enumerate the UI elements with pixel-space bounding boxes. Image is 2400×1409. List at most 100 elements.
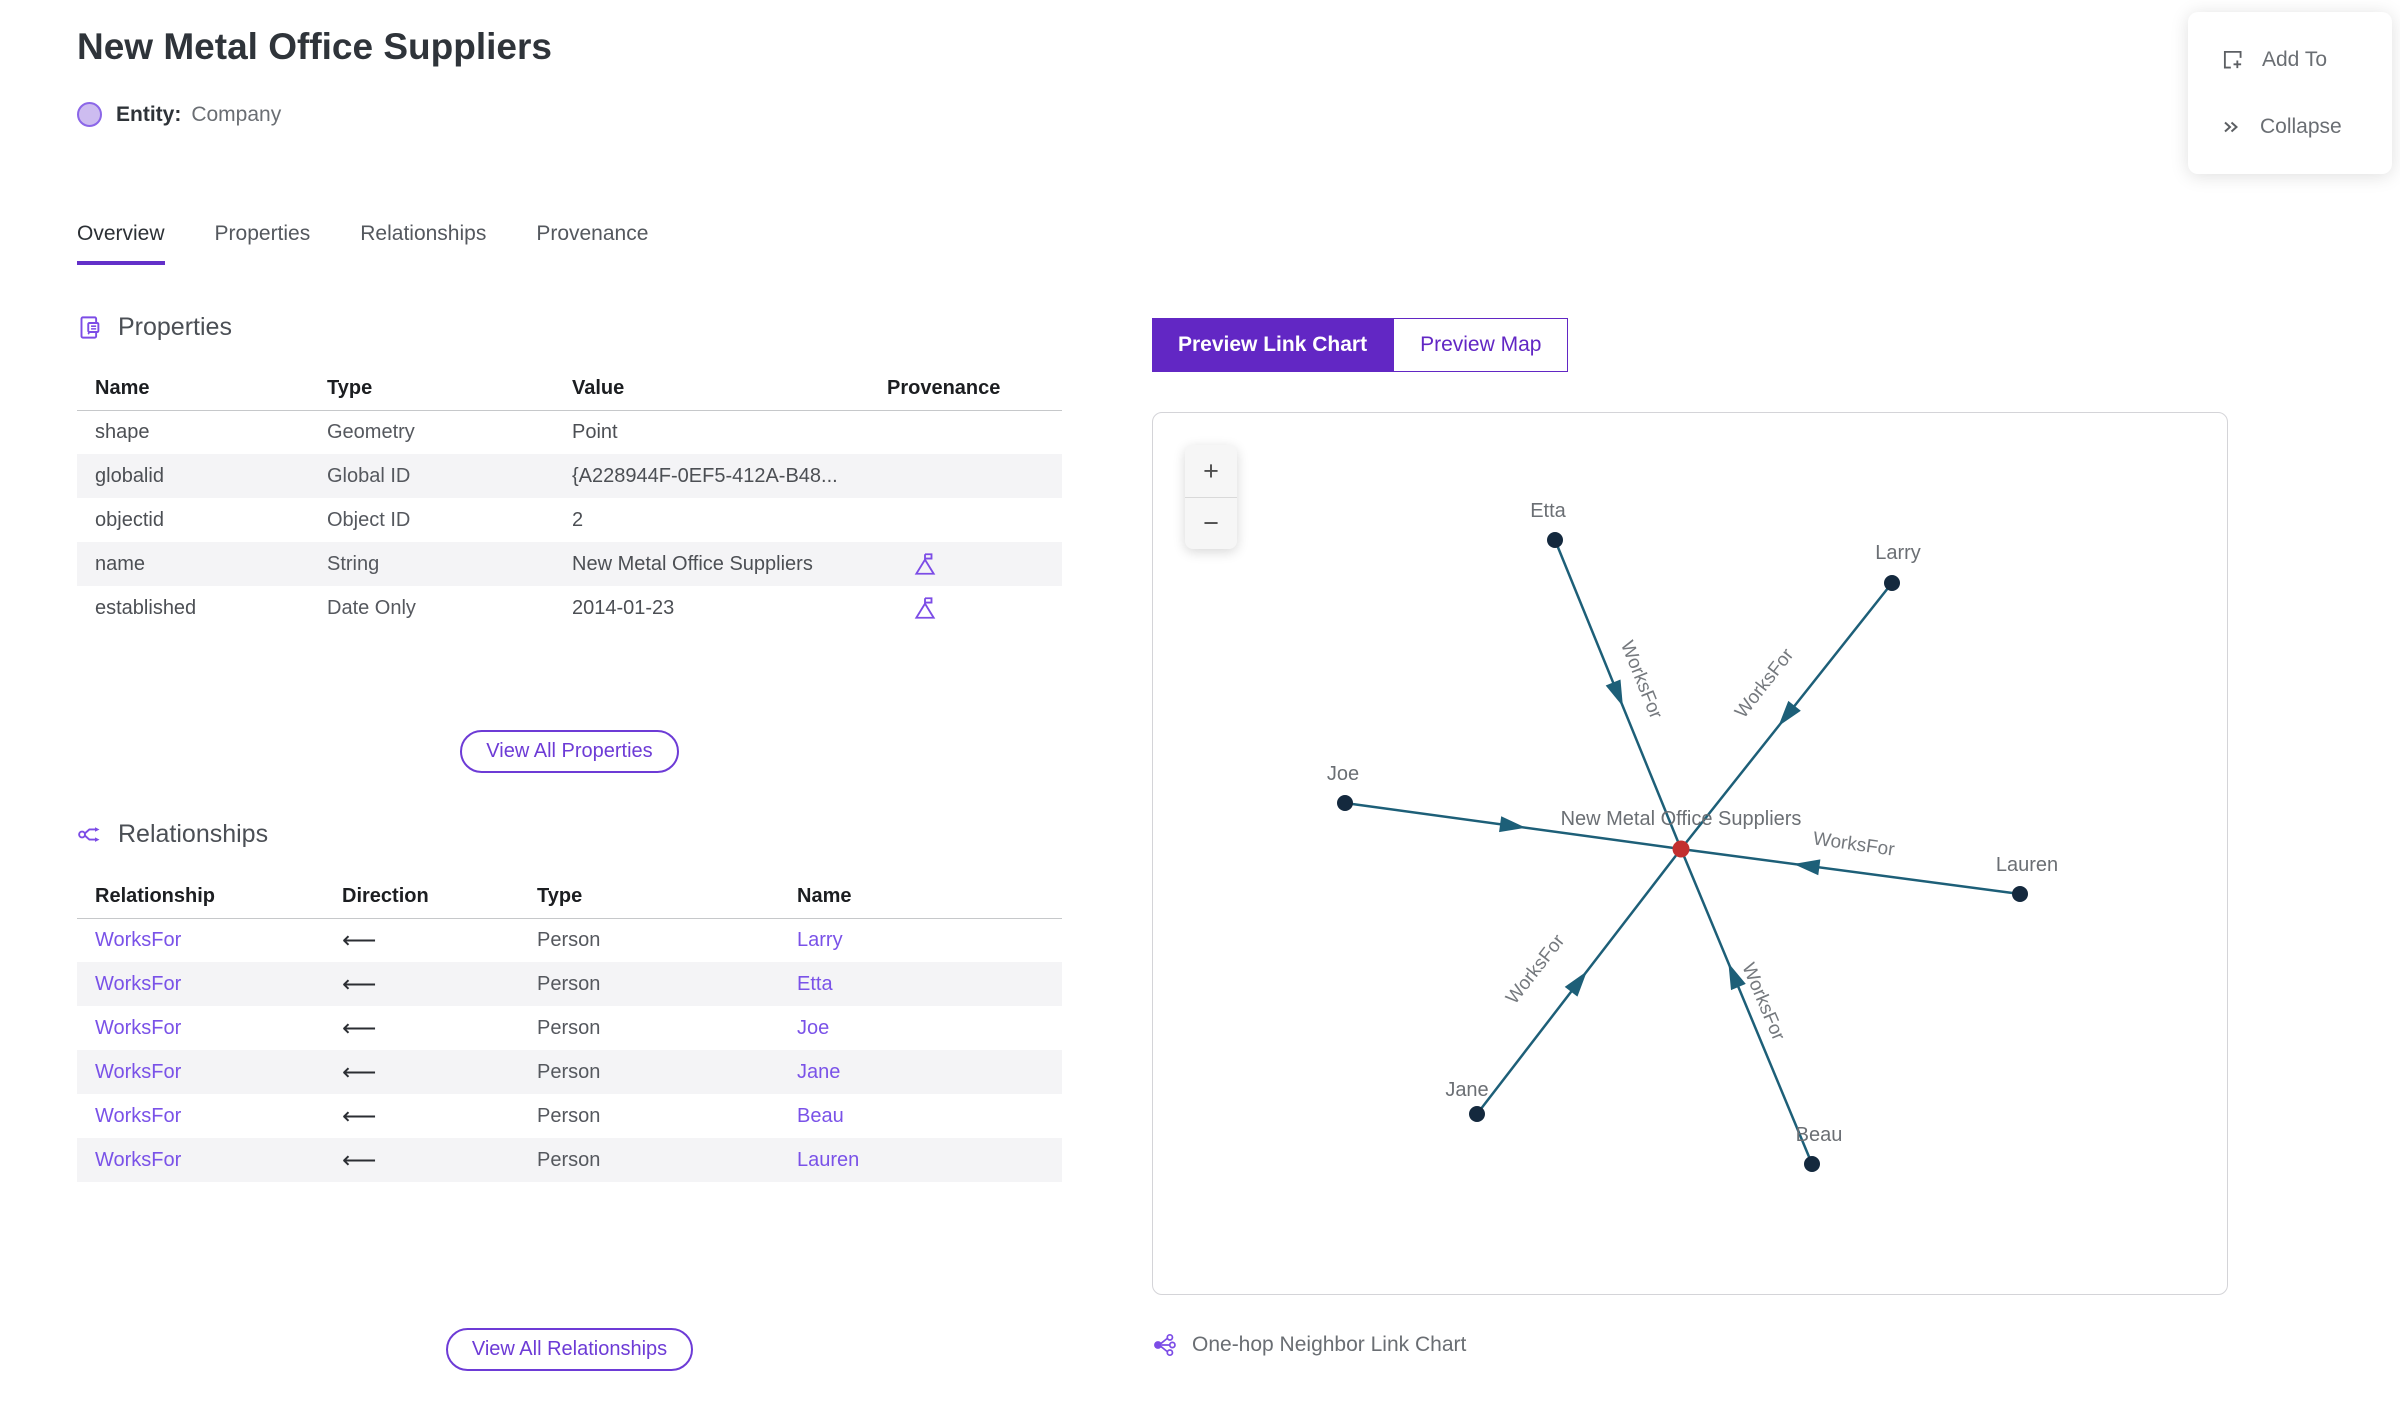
- rel-name-link[interactable]: Joe: [797, 1016, 830, 1039]
- preview-map-button[interactable]: Preview Map: [1393, 318, 1569, 372]
- link-chart-node[interactable]: [1337, 795, 1353, 811]
- tab-overview[interactable]: Overview: [77, 222, 165, 265]
- node-label: Jane: [1445, 1079, 1488, 1101]
- rel-type: Person: [537, 972, 601, 995]
- node-label: Beau: [1796, 1124, 1843, 1146]
- chart-caption: One-hop Neighbor Link Chart: [1152, 1332, 1466, 1358]
- entity-type-icon: [77, 102, 102, 127]
- preview-toggle: Preview Link Chart Preview Map: [1152, 318, 1569, 372]
- rel-type: Person: [537, 1104, 601, 1127]
- prop-name: globalid: [95, 464, 164, 487]
- relationship-link[interactable]: WorksFor: [95, 1060, 182, 1083]
- zoom-control: + −: [1185, 445, 1237, 549]
- entity-label: Entity:: [116, 102, 182, 126]
- properties-table: Name Type Value Provenance shape Geometry…: [77, 368, 1062, 630]
- relationship-link[interactable]: WorksFor: [95, 972, 182, 995]
- collapse-button[interactable]: Collapse: [2188, 115, 2392, 139]
- entity-type-value: Company: [191, 102, 282, 126]
- rel-name-link[interactable]: Etta: [797, 972, 833, 995]
- table-row: globalid Global ID {A228944F-0EF5-412A-B48…: [77, 454, 1062, 498]
- col-name: Name: [77, 368, 327, 411]
- node-label: Etta: [1530, 500, 1566, 522]
- zoom-out-button[interactable]: −: [1185, 497, 1237, 549]
- link-chart-edge[interactable]: [1679, 848, 1814, 1165]
- zoom-in-button[interactable]: +: [1203, 455, 1219, 486]
- col-provenance: Provenance: [887, 368, 1062, 411]
- properties-icon: [80, 316, 100, 339]
- link-chart-canvas[interactable]: WorksFor WorksFor WorksFor WorksFor WorksFor…: [1152, 412, 2228, 1295]
- edge-arrowhead: [1728, 962, 1746, 991]
- relationship-link[interactable]: WorksFor: [95, 928, 182, 951]
- relationship-link[interactable]: WorksFor: [95, 1148, 182, 1171]
- relationship-link[interactable]: WorksFor: [95, 1104, 182, 1127]
- tab-relationships[interactable]: Relationships: [360, 222, 487, 245]
- provenance-flag-icon[interactable]: [912, 595, 1062, 621]
- one-hop-link-chart-icon: [1154, 1333, 1176, 1357]
- rel-type: Person: [537, 1016, 601, 1039]
- edge-arrowhead: [1499, 816, 1526, 833]
- chart-caption-label: One-hop Neighbor Link Chart: [1192, 1333, 1467, 1356]
- properties-section-heading: Properties: [77, 313, 232, 342]
- direction-arrow: ⟵: [342, 970, 377, 998]
- table-row: established Date Only 2014-01-23: [77, 586, 1062, 630]
- link-chart-node[interactable]: [1469, 1106, 1485, 1122]
- col-rel-type: Type: [537, 876, 797, 919]
- table-row: WorksFor ⟵ Person Joe: [77, 1006, 1062, 1050]
- prop-type: Date Only: [327, 596, 416, 619]
- prop-type: Global ID: [327, 464, 411, 487]
- link-chart-center-node[interactable]: [1672, 840, 1690, 858]
- relationships-table: Relationship Direction Type Name WorksFo…: [77, 876, 1062, 1182]
- preview-link-chart-button[interactable]: Preview Link Chart: [1152, 318, 1394, 372]
- edge-arrowhead: [1793, 859, 1821, 876]
- rel-name-link[interactable]: Jane: [797, 1060, 841, 1083]
- link-chart-edge[interactable]: [1680, 847, 2021, 896]
- table-row: objectid Object ID 2: [77, 498, 1062, 542]
- rel-name-link[interactable]: Larry: [797, 928, 843, 951]
- prop-name: name: [95, 552, 146, 575]
- link-chart-node[interactable]: [1804, 1156, 1820, 1172]
- add-to-label: Add To: [2262, 48, 2327, 71]
- rel-name-link[interactable]: Beau: [797, 1104, 844, 1127]
- prop-name: shape: [95, 420, 150, 443]
- edge-label: WorksFor: [1812, 828, 1897, 860]
- tab-properties[interactable]: Properties: [214, 222, 311, 245]
- tab-provenance[interactable]: Provenance: [536, 222, 649, 245]
- view-all-relationships-button[interactable]: View All Relationships: [445, 1328, 694, 1371]
- prop-provenance: [887, 542, 1062, 586]
- link-chart-node[interactable]: [2012, 886, 2028, 902]
- view-all-properties-button[interactable]: View All Properties: [460, 730, 679, 773]
- table-row: WorksFor ⟵ Person Larry: [77, 918, 1062, 962]
- edge-arrowhead: [1564, 971, 1587, 997]
- table-row: WorksFor ⟵ Person Jane: [77, 1050, 1062, 1094]
- table-row: WorksFor ⟵ Person Beau: [77, 1094, 1062, 1138]
- provenance-flag-icon[interactable]: [912, 551, 1062, 577]
- page-title: New Metal Office Suppliers: [77, 26, 552, 67]
- prop-provenance: [887, 410, 1062, 454]
- prop-value: 2: [572, 508, 584, 531]
- link-chart-node[interactable]: [1547, 532, 1563, 548]
- chevrons-right-icon: [2224, 121, 2238, 133]
- table-row: shape Geometry Point: [77, 410, 1062, 454]
- link-chart-node[interactable]: [1884, 575, 1900, 591]
- table-row: WorksFor ⟵ Person Lauren: [77, 1138, 1062, 1182]
- view-all-properties-row: View All Properties: [77, 730, 1062, 773]
- direction-arrow: ⟵: [342, 1102, 377, 1130]
- prop-value: New Metal Office Suppliers: [572, 552, 813, 575]
- direction-arrow: ⟵: [342, 1146, 377, 1174]
- col-direction: Direction: [342, 876, 537, 919]
- direction-arrow: ⟵: [342, 1014, 377, 1042]
- prop-provenance: [887, 586, 1062, 630]
- add-to-button[interactable]: Add To: [2188, 47, 2392, 73]
- entity-row: Entity: Company: [77, 102, 281, 127]
- properties-heading-label: Properties: [118, 313, 232, 341]
- relationship-link[interactable]: WorksFor: [95, 1016, 182, 1039]
- rel-type: Person: [537, 1148, 601, 1171]
- col-rel-name: Name: [797, 876, 1062, 919]
- table-row: WorksFor ⟵ Person Etta: [77, 962, 1062, 1006]
- node-label: Larry: [1875, 542, 1921, 564]
- rel-name-link[interactable]: Lauren: [797, 1148, 860, 1171]
- prop-value: 2014-01-23: [572, 596, 675, 619]
- relationships-table-header: Relationship Direction Type Name: [77, 876, 1062, 919]
- prop-provenance: [887, 498, 1062, 542]
